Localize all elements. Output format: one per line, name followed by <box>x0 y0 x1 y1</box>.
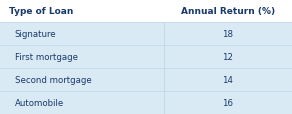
Text: Automobile: Automobile <box>15 98 64 107</box>
Bar <box>0 23 292 46</box>
Bar <box>0 0 292 23</box>
Text: Signature: Signature <box>15 30 56 39</box>
Text: 14: 14 <box>222 75 233 84</box>
Text: 18: 18 <box>222 30 233 39</box>
Text: 16: 16 <box>222 98 233 107</box>
Bar <box>0 91 292 114</box>
Bar <box>0 68 292 91</box>
Text: Type of Loan: Type of Loan <box>9 7 73 16</box>
Text: First mortgage: First mortgage <box>15 53 78 61</box>
Text: 12: 12 <box>222 53 233 61</box>
Text: Annual Return (%): Annual Return (%) <box>181 7 275 16</box>
Bar <box>0 46 292 68</box>
Text: Second mortgage: Second mortgage <box>15 75 91 84</box>
